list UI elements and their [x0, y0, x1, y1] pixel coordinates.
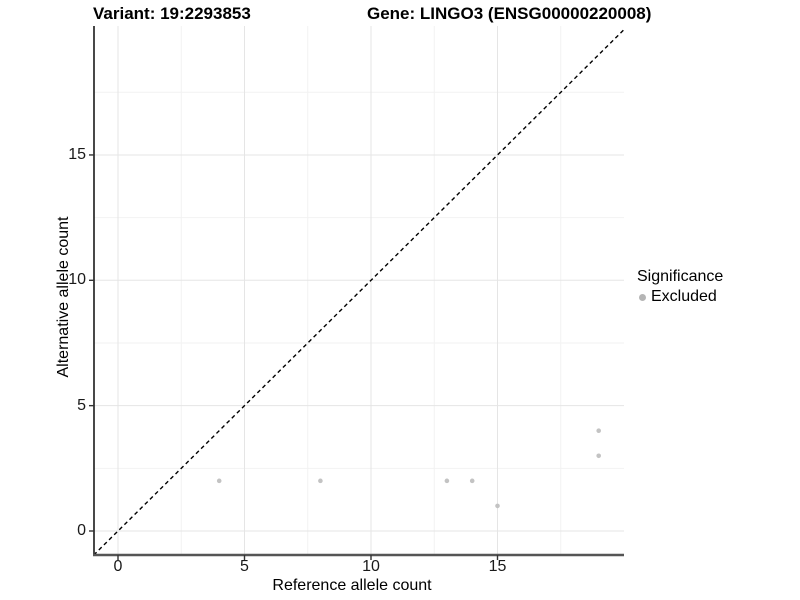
data-point: [495, 503, 500, 509]
x-axis-title: Reference allele count: [272, 577, 432, 594]
y-tick-label: 0: [77, 522, 86, 539]
data-point: [444, 478, 450, 484]
data-point: [596, 453, 601, 459]
data-point: [469, 478, 475, 484]
data-point: [216, 478, 222, 484]
identity-line: [94, 28, 624, 555]
x-tick-label: 5: [240, 558, 249, 575]
legend-item-label: Excluded: [651, 288, 717, 305]
data-point: [318, 478, 323, 484]
legend-marker-circle-icon: [639, 293, 646, 301]
y-axis-title: Alternative allele count: [55, 216, 72, 378]
data-point: [596, 428, 601, 434]
legend-title: Significance: [637, 268, 724, 285]
y-tick-label: 15: [68, 145, 86, 163]
y-tick-label: 5: [77, 396, 86, 414]
legend: Significance Excluded: [637, 268, 723, 306]
x-tick-label: 0: [113, 558, 123, 575]
x-tick-label: 15: [488, 558, 507, 575]
plot-title-gene: Gene: LINGO3 (ENSG00000220008): [367, 4, 652, 23]
plot-title-variant: Variant: 19:2293853: [93, 4, 251, 23]
legend-item-excluded: Excluded: [639, 288, 723, 306]
y-tick-label: 10: [68, 271, 86, 289]
x-tick-label: 10: [362, 558, 380, 575]
